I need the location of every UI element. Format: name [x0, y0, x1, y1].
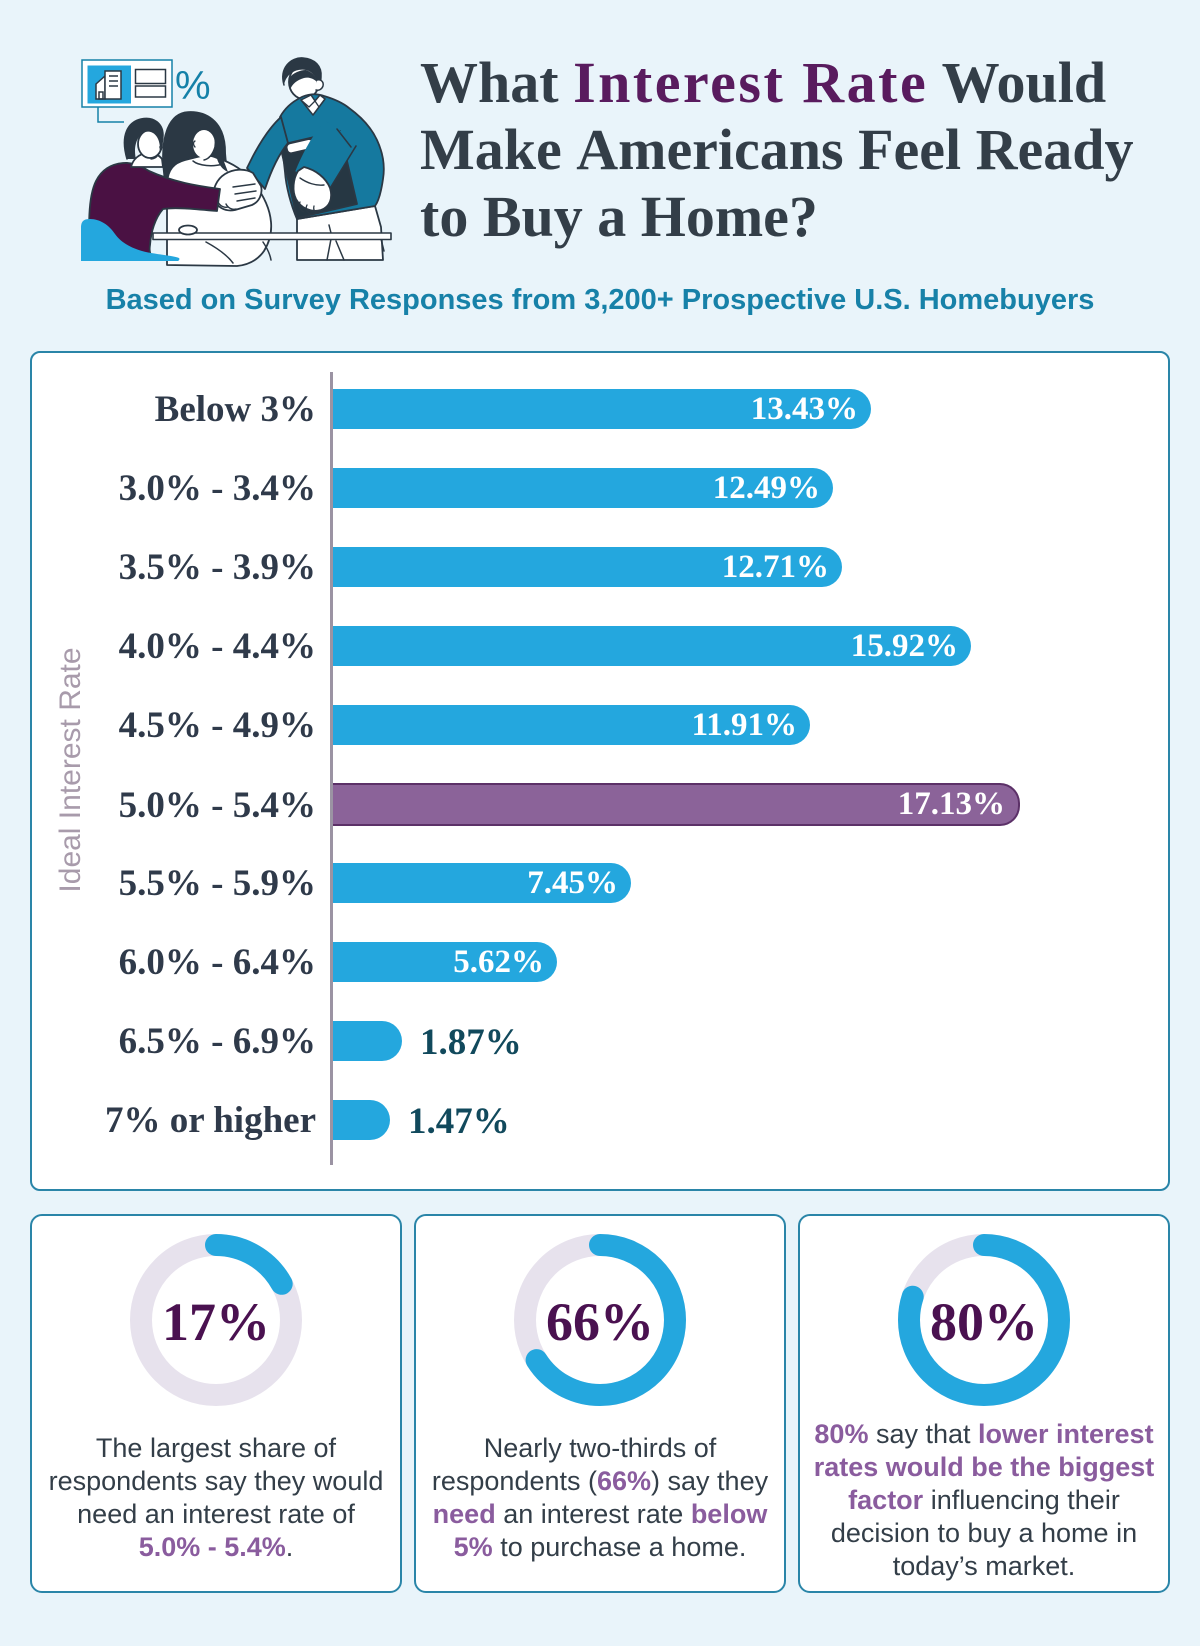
svg-text:%: % — [175, 64, 211, 108]
